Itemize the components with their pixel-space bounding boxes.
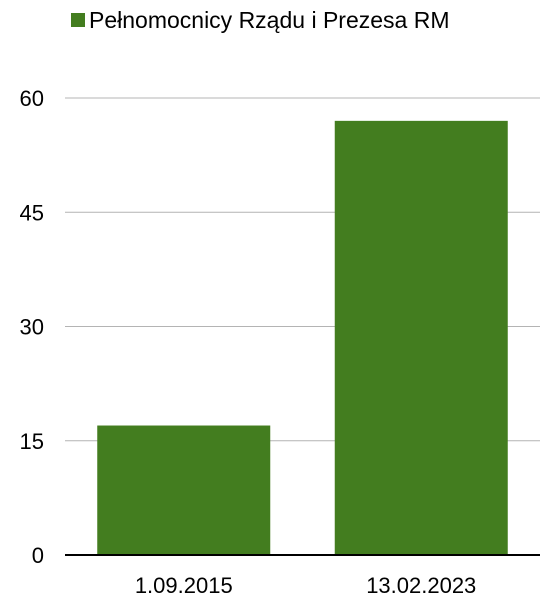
y-tick-label: 0 xyxy=(32,543,44,568)
y-tick-label: 60 xyxy=(20,86,44,111)
x-tick-label: 1.09.2015 xyxy=(135,573,233,598)
y-tick-label: 30 xyxy=(20,315,44,340)
legend-swatch xyxy=(71,13,85,27)
y-tick-label: 45 xyxy=(20,200,44,225)
chart-legend: Pełnomocnicy Rządu i Prezesa RM xyxy=(71,7,449,33)
x-tick-label: 13.02.2023 xyxy=(366,573,476,598)
x-axis-labels: 1.09.2015 13.02.2023 xyxy=(135,573,476,598)
bar xyxy=(335,121,508,555)
y-tick-label: 15 xyxy=(20,429,44,454)
bar xyxy=(97,426,270,555)
legend-label: Pełnomocnicy Rządu i Prezesa RM xyxy=(89,7,449,33)
y-axis-ticks: 0 15 30 45 60 xyxy=(20,86,44,568)
bars xyxy=(97,121,508,555)
